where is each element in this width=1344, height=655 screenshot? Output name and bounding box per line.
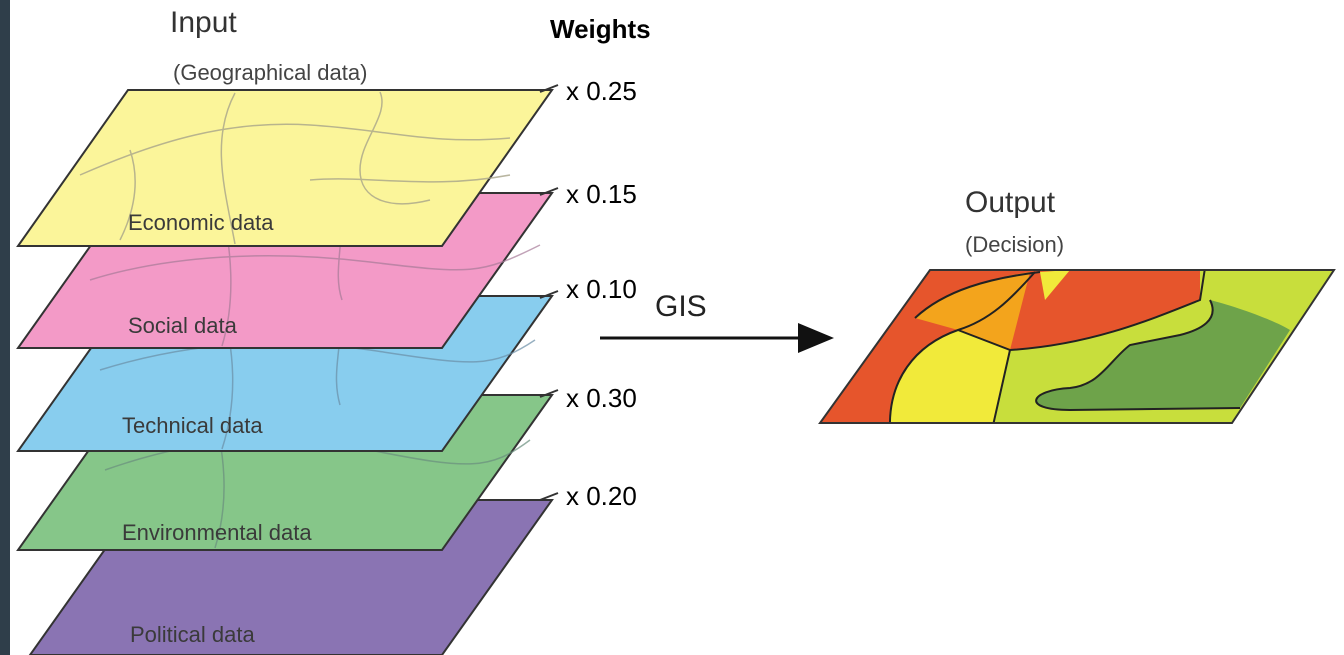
layer-environmental-label: Environmental data — [122, 520, 312, 545]
diagram-canvas: Political data Environmental data Techni… — [10, 0, 1344, 655]
output-subtitle: (Decision) — [965, 232, 1064, 257]
weight-environmental: x 0.30 — [566, 383, 637, 413]
layer-economic-plane — [16, 89, 554, 247]
gis-weighted-overlay-diagram: Political data Environmental data Techni… — [16, 6, 1336, 655]
weight-technical: x 0.10 — [566, 274, 637, 304]
output-boundaries — [888, 270, 1241, 423]
output-region-orange — [915, 272, 1030, 350]
gis-label: GIS — [655, 290, 707, 323]
layer-economic-lines — [79, 91, 511, 245]
weight-political: x 0.20 — [566, 481, 637, 511]
weight-social: x 0.15 — [566, 179, 637, 209]
weight-economic: x 0.25 — [566, 76, 637, 106]
weight-leaders — [539, 84, 559, 501]
layer-economic-label: Economic data — [128, 210, 274, 235]
layer-economic: Economic data — [16, 89, 554, 247]
layer-social-label: Social data — [128, 313, 238, 338]
output-decision-map — [818, 269, 1336, 424]
output-region-yellow — [889, 330, 1010, 423]
output-map-border — [818, 269, 1336, 424]
output-title: Output — [965, 186, 1056, 219]
output-region-yellow-small — [1040, 270, 1070, 300]
input-subtitle: (Geographical data) — [173, 60, 367, 85]
input-title: Input — [170, 6, 237, 39]
output-region-dark-green — [1036, 300, 1290, 410]
weights-heading: Weights — [550, 14, 651, 44]
layer-technical-label: Technical data — [122, 413, 263, 438]
layer-political-label: Political data — [130, 622, 256, 647]
